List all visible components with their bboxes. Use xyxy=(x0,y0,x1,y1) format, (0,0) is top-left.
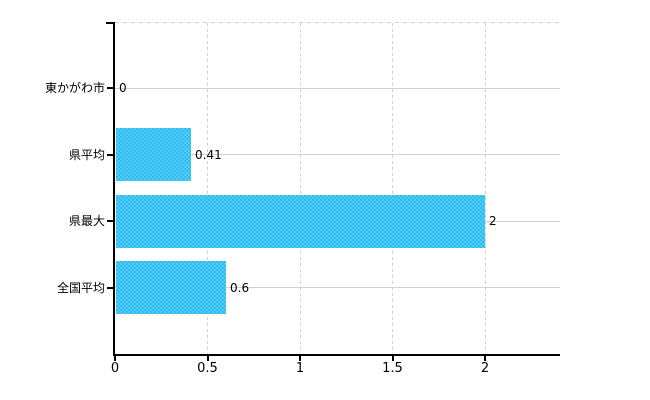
v-gridline xyxy=(299,23,301,354)
y-axis-line xyxy=(113,22,115,356)
v-gridline xyxy=(392,23,393,354)
x-tick-label: 1 xyxy=(295,361,305,376)
category-tick xyxy=(107,220,114,223)
category-label: 県最大 xyxy=(68,214,105,229)
v-gridline xyxy=(207,23,208,354)
y-axis-top-tick xyxy=(106,22,113,24)
x-tick-label: 0 xyxy=(110,361,120,376)
h-gridline xyxy=(115,87,560,89)
bar-value-label: 2 xyxy=(489,214,497,229)
category-label: 全国平均 xyxy=(56,280,105,295)
x-axis-tick xyxy=(391,356,394,361)
category-label: 県平均 xyxy=(68,147,105,162)
bar-value-label: 0.41 xyxy=(195,147,222,162)
x-axis-tick xyxy=(299,356,301,361)
x-axis-tick xyxy=(114,356,116,361)
v-gridline xyxy=(484,23,486,354)
h-gridline xyxy=(115,154,560,156)
category-label: 東かがわ市 xyxy=(44,81,105,96)
x-axis-tick xyxy=(206,356,209,361)
category-tick xyxy=(107,87,114,90)
x-tick-label: 1.5 xyxy=(382,361,403,376)
bar-value-label: 0 xyxy=(119,81,127,96)
bar xyxy=(116,194,485,248)
h-gridline xyxy=(115,287,560,289)
bar xyxy=(116,128,191,182)
x-axis-line xyxy=(113,354,560,356)
bar xyxy=(116,261,226,315)
bar-value-label: 0.6 xyxy=(230,280,250,295)
plot-top-border xyxy=(115,22,560,23)
category-tick xyxy=(107,153,114,156)
x-tick-label: 2 xyxy=(480,361,490,376)
x-tick-label: 0.5 xyxy=(197,361,218,376)
category-tick xyxy=(107,286,114,289)
x-axis-tick xyxy=(484,356,486,361)
